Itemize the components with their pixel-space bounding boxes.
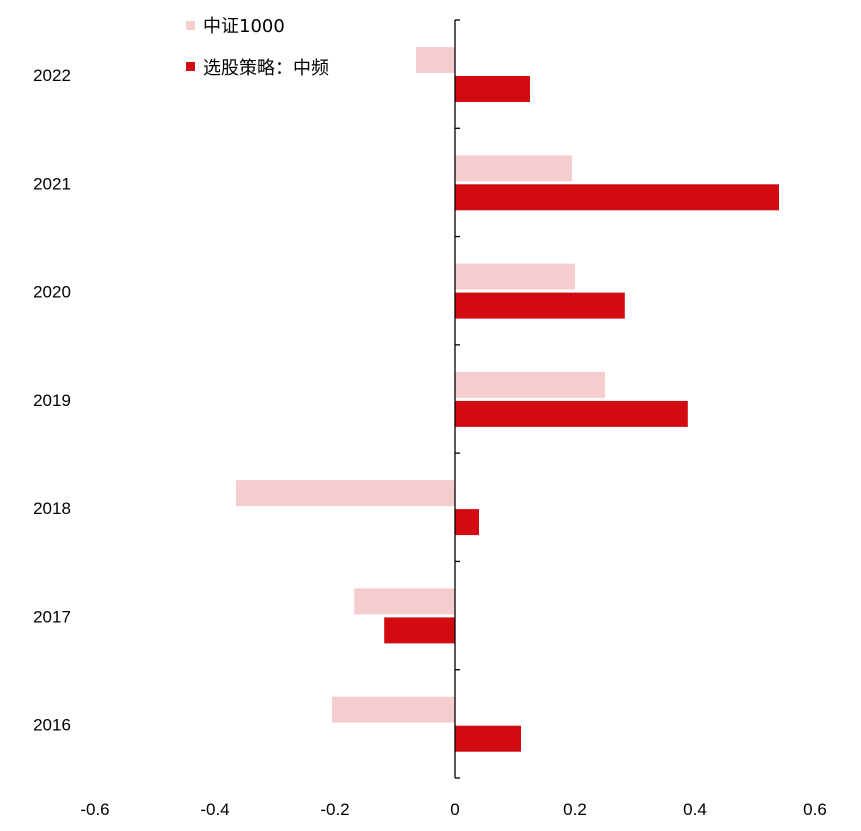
bar-2018-series-1 <box>236 480 455 507</box>
bar-2018-series-2 <box>455 509 479 536</box>
category-label-2021: 2021 <box>33 174 71 193</box>
category-label-2020: 2020 <box>33 283 71 302</box>
bar-2017-series-2 <box>384 617 455 644</box>
bar-2016-series-2 <box>455 725 521 752</box>
bar-2022-series-2 <box>455 76 530 102</box>
category-axis <box>454 19 460 779</box>
category-labels: 2022 2021 2020 2019 2018 2017 2016 <box>33 66 71 735</box>
legend-swatch-2 <box>186 62 195 71</box>
category-label-2017: 2017 <box>33 607 71 626</box>
bar-2020-series-2 <box>455 292 625 319</box>
legend-item-1: 中证1000 <box>186 16 285 37</box>
bar-2021-series-1 <box>455 155 572 182</box>
bars-layer <box>236 47 779 752</box>
category-label-2022: 2022 <box>33 66 71 85</box>
value-tick-label: -0.6 <box>80 800 109 819</box>
bar-2016-series-1 <box>332 696 455 723</box>
category-label-2018: 2018 <box>33 499 71 518</box>
value-tick-label: 0.2 <box>563 800 587 819</box>
value-tick-label: -0.2 <box>320 800 349 819</box>
bar-2017-series-1 <box>354 588 455 615</box>
value-tick-label: 0.4 <box>683 800 707 819</box>
legend-label-1: 中证1000 <box>203 16 285 37</box>
bar-2019-series-2 <box>455 400 688 427</box>
value-tick-label: -0.4 <box>200 800 229 819</box>
bar-2020-series-1 <box>455 263 575 290</box>
legend-item-2: 选股策略：中频 <box>186 58 329 79</box>
bar-2019-series-1 <box>455 371 605 398</box>
legend-label-2: 选股策略：中频 <box>203 58 329 79</box>
value-tick-labels: -0.6 -0.4 -0.2 0 0.2 0.4 0.6 <box>80 800 826 819</box>
category-label-2016: 2016 <box>33 716 71 735</box>
value-tick-label: 0 <box>450 800 459 819</box>
legend: 中证1000 选股策略：中频 <box>186 16 329 79</box>
value-tick-label: 0.6 <box>803 800 827 819</box>
bar-2021-series-2 <box>455 184 779 211</box>
legend-swatch-1 <box>186 21 195 30</box>
category-label-2019: 2019 <box>33 391 71 410</box>
bar-2022-series-1 <box>416 47 455 73</box>
